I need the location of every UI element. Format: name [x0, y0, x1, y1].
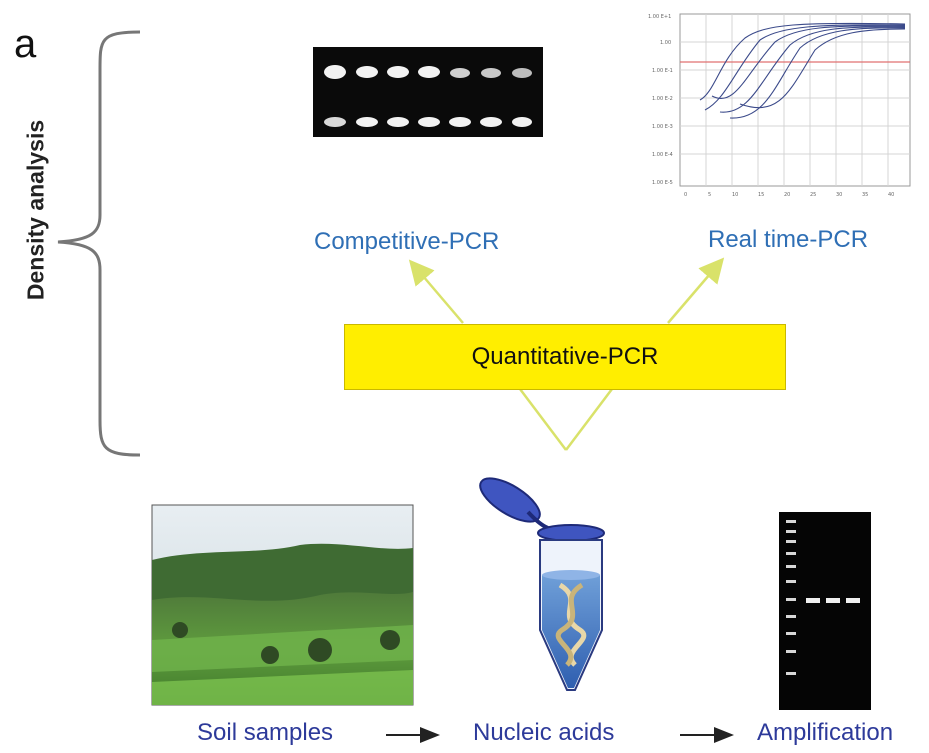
- svg-text:20: 20: [784, 192, 790, 198]
- brace: [57, 30, 141, 457]
- density-analysis-label: Density analysis: [22, 119, 49, 301]
- nucleic-acids-label: Nucleic acids: [473, 719, 615, 746]
- tube-icon: [479, 477, 605, 691]
- quantitative-pcr-box: Quantitative-PCR: [344, 324, 786, 390]
- svg-text:1.00 E-2: 1.00 E-2: [652, 96, 673, 102]
- svg-text:1.00: 1.00: [660, 40, 671, 46]
- svg-text:15: 15: [758, 192, 764, 198]
- svg-text:0: 0: [684, 192, 687, 198]
- competitive-pcr-label: Competitive-PCR: [314, 228, 500, 255]
- competitive-gel-image: [313, 47, 543, 137]
- svg-text:1.00 E-4: 1.00 E-4: [652, 152, 673, 158]
- svg-text:1.00 E-5: 1.00 E-5: [652, 180, 673, 186]
- amplification-gel-image: [779, 512, 871, 710]
- realtime-pcr-plot: 1.00 E+1 1.00 1.00 E-1 1.00 E-2 1.00 E-3…: [648, 13, 911, 198]
- svg-text:1.00 E-3: 1.00 E-3: [652, 124, 673, 130]
- svg-text:10: 10: [732, 192, 738, 198]
- svg-text:35: 35: [862, 192, 868, 198]
- svg-text:1.00 E+1: 1.00 E+1: [648, 14, 671, 20]
- svg-text:40: 40: [888, 192, 894, 198]
- svg-text:1.00 E-1: 1.00 E-1: [652, 68, 673, 74]
- svg-text:5: 5: [708, 192, 711, 198]
- realtime-pcr-label: Real time-PCR: [708, 226, 869, 253]
- svg-text:30: 30: [836, 192, 842, 198]
- amplification-label: Amplification: [757, 719, 894, 746]
- panel-letter: a: [14, 22, 37, 66]
- svg-text:25: 25: [810, 192, 816, 198]
- soil-photo: [151, 504, 414, 706]
- soil-samples-label: Soil samples: [197, 719, 334, 746]
- yellow-arrows: [408, 257, 725, 451]
